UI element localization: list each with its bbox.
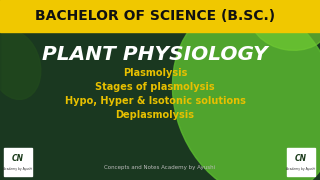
- Text: Concepts and Notes Academy by Ayushi: Concepts and Notes Academy by Ayushi: [104, 165, 216, 170]
- Text: Academy by Ayushi: Academy by Ayushi: [3, 167, 33, 171]
- Bar: [287, 148, 315, 176]
- Text: Stages of plasmolysis: Stages of plasmolysis: [95, 82, 215, 92]
- Ellipse shape: [0, 31, 41, 99]
- Text: CN: CN: [12, 154, 24, 163]
- Text: Hypo, Hyper & Isotonic solutions: Hypo, Hyper & Isotonic solutions: [65, 96, 245, 106]
- Text: CN: CN: [295, 154, 307, 163]
- Text: Academy by Ayushi: Academy by Ayushi: [286, 167, 316, 171]
- Text: BACHELOR OF SCIENCE (B.SC.): BACHELOR OF SCIENCE (B.SC.): [35, 9, 275, 23]
- Ellipse shape: [172, 2, 320, 180]
- Text: PLANT PHYSIOLOGY: PLANT PHYSIOLOGY: [42, 44, 268, 64]
- Ellipse shape: [250, 0, 320, 50]
- Text: Deplasmolysis: Deplasmolysis: [116, 110, 195, 120]
- Bar: [0, 32, 170, 148]
- Bar: [4, 148, 32, 176]
- Text: Plasmolysis: Plasmolysis: [123, 68, 187, 78]
- Bar: [0, 0, 320, 32]
